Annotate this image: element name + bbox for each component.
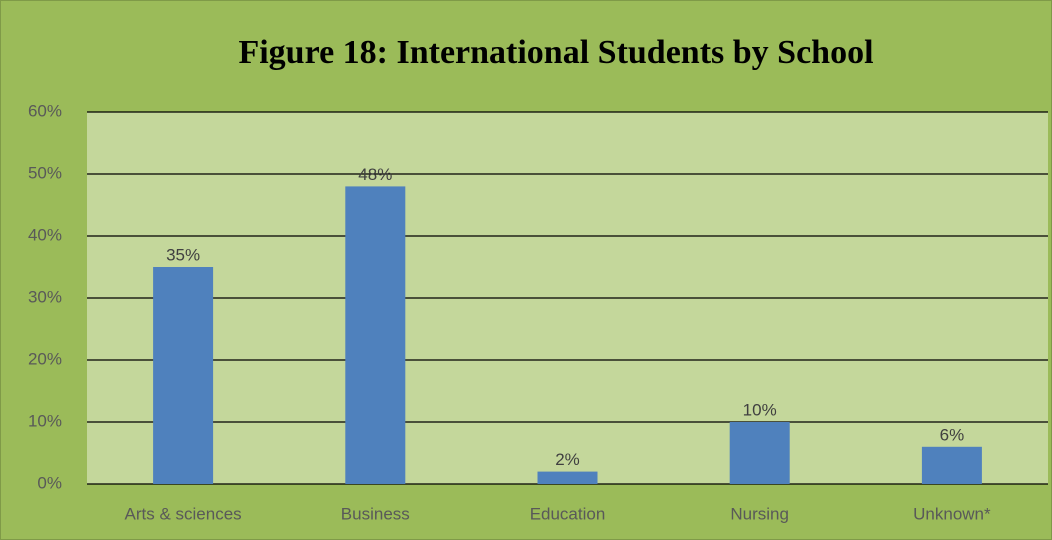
- bar: [921, 446, 982, 484]
- data-label: 10%: [743, 400, 777, 419]
- x-tick-label: Nursing: [730, 504, 789, 523]
- y-tick-label: 20%: [28, 349, 62, 368]
- y-tick-label: 0%: [37, 473, 62, 492]
- x-tick-label: Business: [341, 504, 410, 523]
- bar: [345, 186, 406, 484]
- data-label: 48%: [358, 165, 392, 184]
- y-tick-label: 50%: [28, 163, 62, 182]
- y-tick-label: 10%: [28, 411, 62, 430]
- x-tick-label: Education: [530, 504, 606, 523]
- y-tick-label: 40%: [28, 225, 62, 244]
- bar: [729, 422, 790, 484]
- x-tick-label: Unknown*: [913, 504, 991, 523]
- data-label: 2%: [555, 450, 580, 469]
- x-tick-label: Arts & sciences: [125, 504, 242, 523]
- data-label: 35%: [166, 245, 200, 264]
- y-tick-label: 30%: [28, 287, 62, 306]
- chart-title: Figure 18: International Students by Sch…: [238, 34, 873, 71]
- bar: [537, 471, 598, 484]
- y-tick-label: 60%: [28, 101, 62, 120]
- bar: [153, 267, 214, 484]
- data-label: 6%: [940, 425, 965, 444]
